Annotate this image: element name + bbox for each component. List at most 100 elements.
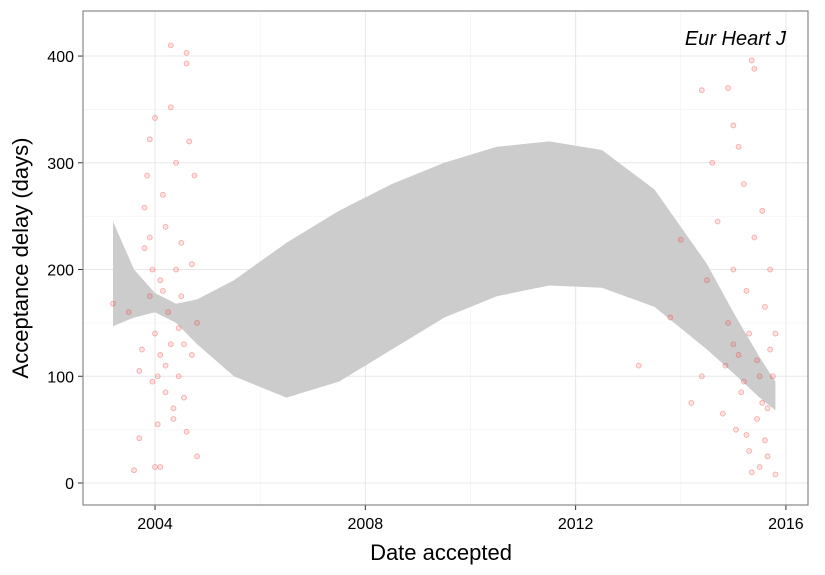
point bbox=[162, 389, 169, 396]
point bbox=[748, 469, 755, 476]
point bbox=[146, 136, 153, 143]
point bbox=[743, 287, 750, 294]
point bbox=[167, 42, 174, 49]
point bbox=[756, 464, 763, 470]
point bbox=[746, 330, 753, 337]
point bbox=[110, 300, 116, 307]
point bbox=[183, 60, 190, 67]
point bbox=[181, 341, 187, 348]
point bbox=[714, 218, 721, 225]
point bbox=[759, 207, 766, 214]
point bbox=[175, 373, 182, 380]
point bbox=[149, 378, 156, 385]
point bbox=[141, 245, 148, 252]
point bbox=[740, 378, 747, 385]
y-tick-label: 100 bbox=[47, 369, 74, 386]
point bbox=[725, 319, 731, 326]
x-tick-label: 2012 bbox=[558, 516, 594, 533]
point bbox=[160, 191, 166, 198]
point bbox=[722, 362, 729, 369]
point bbox=[761, 303, 768, 310]
confidence-band bbox=[113, 141, 776, 411]
y-tick-label: 200 bbox=[47, 263, 74, 280]
y-axis-title: Acceptance delay (days) bbox=[8, 138, 33, 379]
point bbox=[170, 405, 177, 412]
point bbox=[152, 115, 158, 121]
point bbox=[141, 204, 148, 211]
point bbox=[146, 293, 153, 300]
point bbox=[751, 234, 758, 241]
point bbox=[764, 405, 771, 412]
point bbox=[188, 261, 195, 268]
point bbox=[725, 85, 731, 91]
point bbox=[764, 453, 771, 460]
point bbox=[152, 330, 158, 337]
point bbox=[730, 266, 737, 273]
point bbox=[754, 416, 760, 422]
point bbox=[772, 471, 779, 478]
point bbox=[186, 138, 193, 145]
point bbox=[735, 143, 742, 150]
point bbox=[165, 309, 172, 316]
point bbox=[733, 426, 739, 433]
point bbox=[167, 104, 174, 111]
point bbox=[173, 159, 179, 166]
point bbox=[751, 65, 758, 72]
point bbox=[154, 373, 161, 380]
point bbox=[756, 373, 763, 380]
point bbox=[188, 352, 195, 358]
point bbox=[738, 389, 745, 396]
point bbox=[698, 373, 705, 380]
y-tick-label: 0 bbox=[65, 476, 74, 493]
point bbox=[735, 352, 742, 358]
point bbox=[709, 159, 716, 166]
x-tick-label: 2004 bbox=[137, 516, 173, 533]
point bbox=[191, 172, 198, 179]
point bbox=[154, 421, 161, 428]
point bbox=[170, 416, 177, 422]
x-tick-label: 2016 bbox=[768, 516, 804, 533]
y-tick-label: 300 bbox=[47, 156, 74, 173]
point bbox=[635, 362, 642, 369]
point bbox=[704, 277, 710, 284]
point bbox=[138, 346, 145, 353]
point bbox=[759, 400, 766, 406]
point bbox=[688, 400, 695, 406]
point bbox=[173, 266, 179, 273]
panel-border bbox=[82, 10, 809, 506]
point bbox=[767, 266, 774, 273]
point bbox=[183, 428, 190, 435]
point bbox=[178, 293, 185, 300]
point bbox=[152, 464, 158, 470]
point bbox=[175, 325, 182, 332]
x-tick-label: 2008 bbox=[348, 516, 384, 533]
point bbox=[160, 287, 166, 294]
x-axis-title: Date accepted bbox=[370, 540, 512, 565]
point bbox=[136, 435, 143, 442]
point bbox=[178, 239, 185, 246]
point bbox=[136, 368, 143, 374]
point bbox=[769, 373, 776, 380]
point bbox=[149, 266, 156, 273]
point bbox=[761, 437, 768, 444]
point bbox=[157, 464, 164, 470]
point bbox=[767, 346, 774, 353]
point bbox=[748, 57, 755, 64]
point bbox=[698, 87, 705, 94]
point bbox=[194, 453, 200, 460]
point bbox=[181, 394, 187, 401]
point bbox=[719, 410, 726, 417]
y-tick-label: 400 bbox=[47, 49, 74, 66]
point bbox=[194, 319, 200, 326]
point bbox=[743, 432, 750, 438]
point bbox=[146, 234, 153, 241]
point bbox=[740, 181, 747, 188]
point bbox=[131, 467, 137, 474]
point bbox=[162, 362, 169, 369]
point bbox=[157, 352, 164, 358]
point bbox=[125, 309, 132, 316]
point bbox=[730, 341, 737, 348]
point bbox=[677, 236, 684, 243]
point bbox=[746, 448, 753, 454]
